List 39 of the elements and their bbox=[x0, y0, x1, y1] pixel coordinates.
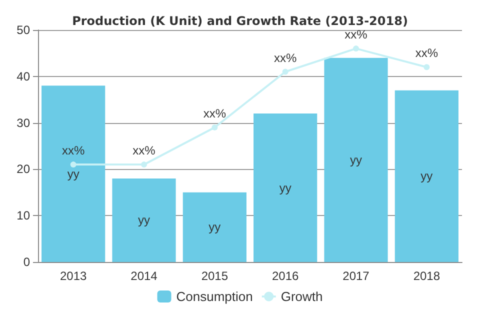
point bbox=[70, 162, 76, 168]
data-label: xx% bbox=[274, 50, 297, 65]
bar bbox=[394, 90, 458, 262]
x-tick-label: 2013 bbox=[60, 269, 88, 283]
x-tick-label: 2015 bbox=[201, 269, 228, 283]
x-tick-label: 2014 bbox=[130, 269, 158, 283]
bar bbox=[254, 114, 318, 262]
data-label: yy bbox=[420, 169, 433, 184]
bar bbox=[42, 86, 106, 262]
x-tick-label: 2016 bbox=[272, 269, 300, 283]
point bbox=[353, 46, 359, 52]
bar bbox=[324, 58, 388, 262]
y-tick-label: 40 bbox=[16, 69, 30, 84]
bar bbox=[112, 178, 176, 262]
point bbox=[282, 68, 288, 75]
y-tick-label: 0 bbox=[23, 255, 30, 269]
y-tick-label: 30 bbox=[16, 116, 30, 130]
bar bbox=[182, 192, 246, 262]
legend-label: Consumption bbox=[176, 289, 253, 304]
x-tick-label: 2018 bbox=[413, 269, 440, 283]
data-label: yy bbox=[279, 180, 292, 195]
y-tick-label: 50 bbox=[16, 23, 30, 37]
data-label: xx% bbox=[132, 144, 156, 158]
point bbox=[212, 124, 218, 130]
chart-title: Production (K Unit) and Growth Rate (2013-2018) bbox=[72, 14, 408, 28]
data-label: xx% bbox=[344, 28, 368, 42]
data-label: xx% bbox=[62, 144, 85, 158]
data-label: xx% bbox=[203, 106, 226, 120]
y-tick-label: 20 bbox=[16, 162, 30, 176]
point bbox=[141, 162, 147, 168]
data-label: xx% bbox=[415, 46, 438, 60]
data-label: yy bbox=[208, 220, 221, 234]
data-label: yy bbox=[67, 166, 80, 181]
y-tick-label: 10 bbox=[16, 208, 30, 223]
data-label: yy bbox=[138, 213, 150, 228]
legend-label: Growth bbox=[280, 289, 323, 304]
x-tick-label: 2017 bbox=[342, 269, 370, 283]
point bbox=[424, 64, 430, 70]
data-label: yy bbox=[350, 152, 362, 167]
